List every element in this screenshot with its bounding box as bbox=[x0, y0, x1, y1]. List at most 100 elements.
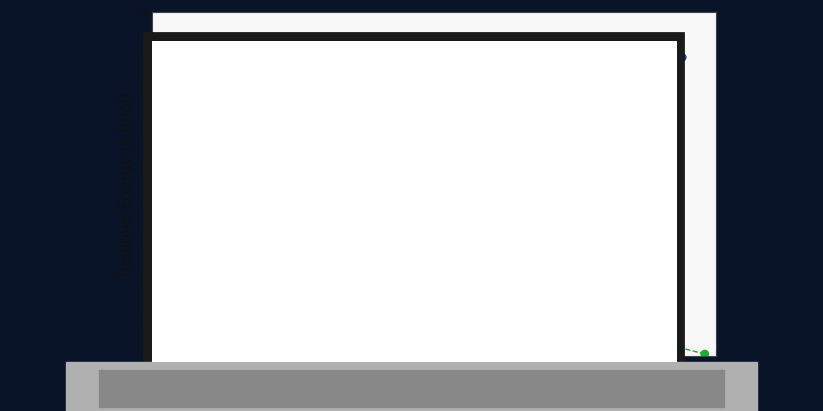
Point bbox=[616, 102, 629, 109]
Point bbox=[629, 96, 642, 103]
Point bbox=[595, 310, 608, 317]
Point bbox=[314, 274, 327, 281]
Point bbox=[432, 79, 445, 86]
Point bbox=[525, 306, 538, 313]
Point bbox=[611, 99, 625, 106]
Point bbox=[463, 70, 477, 76]
Point bbox=[312, 274, 325, 281]
Point bbox=[533, 77, 546, 83]
Point bbox=[518, 317, 531, 324]
Point bbox=[551, 307, 564, 314]
Point bbox=[411, 81, 424, 88]
Point bbox=[399, 84, 412, 91]
Point bbox=[263, 268, 277, 274]
Point bbox=[422, 79, 435, 85]
Point bbox=[600, 88, 613, 95]
Point bbox=[326, 275, 339, 281]
Point bbox=[467, 40, 481, 47]
Point bbox=[484, 62, 497, 68]
Point bbox=[451, 74, 464, 81]
Point bbox=[570, 303, 583, 310]
Point bbox=[231, 270, 244, 277]
Point bbox=[440, 73, 453, 79]
Point bbox=[404, 80, 417, 87]
Point bbox=[595, 314, 608, 321]
Point bbox=[536, 78, 549, 85]
Point bbox=[560, 317, 573, 324]
Point bbox=[454, 73, 467, 80]
Point bbox=[565, 310, 578, 317]
Point bbox=[472, 52, 486, 59]
Point bbox=[329, 277, 342, 284]
Point bbox=[279, 271, 292, 277]
Point bbox=[613, 107, 626, 113]
Point bbox=[284, 271, 297, 278]
Point bbox=[543, 310, 556, 317]
Point bbox=[493, 61, 506, 67]
Point bbox=[584, 96, 597, 102]
Point bbox=[452, 72, 465, 78]
Point bbox=[282, 275, 295, 281]
Point bbox=[277, 274, 291, 281]
Point bbox=[328, 267, 341, 274]
Point bbox=[570, 85, 583, 91]
Point bbox=[572, 303, 585, 309]
Point bbox=[358, 97, 371, 103]
Point bbox=[442, 69, 455, 76]
Point bbox=[358, 96, 371, 102]
Point bbox=[628, 99, 641, 105]
Point bbox=[347, 97, 360, 104]
Point bbox=[256, 274, 269, 280]
Point bbox=[467, 70, 480, 77]
Point bbox=[553, 73, 566, 79]
Point bbox=[430, 74, 444, 81]
Point bbox=[475, 67, 488, 74]
Point bbox=[590, 303, 603, 310]
Point bbox=[437, 75, 450, 81]
Point bbox=[311, 281, 324, 287]
Point bbox=[625, 104, 639, 111]
Bar bbox=[192, 279, 395, 290]
Point bbox=[698, 351, 711, 357]
Point bbox=[232, 268, 245, 274]
Point bbox=[521, 314, 534, 320]
Point bbox=[222, 278, 235, 284]
Point bbox=[305, 278, 318, 285]
Point bbox=[425, 81, 438, 87]
Point bbox=[571, 306, 584, 313]
Point bbox=[230, 270, 244, 277]
Point bbox=[330, 271, 343, 277]
Point bbox=[467, 68, 480, 74]
Point bbox=[243, 284, 256, 291]
Point bbox=[593, 94, 607, 101]
Point bbox=[601, 102, 614, 109]
Point bbox=[528, 303, 541, 310]
Point bbox=[230, 281, 244, 288]
Point bbox=[665, 109, 678, 115]
Point bbox=[253, 284, 266, 291]
Point bbox=[566, 307, 579, 313]
Point bbox=[374, 87, 387, 93]
Point bbox=[427, 77, 440, 84]
Point bbox=[546, 318, 559, 324]
Point bbox=[295, 268, 308, 275]
Point bbox=[236, 275, 249, 281]
Point bbox=[366, 94, 379, 100]
Point bbox=[562, 84, 575, 90]
Point bbox=[438, 76, 451, 82]
Point bbox=[472, 59, 485, 66]
Point bbox=[483, 59, 496, 66]
Point bbox=[546, 74, 560, 81]
Point bbox=[596, 314, 609, 320]
Point bbox=[422, 79, 435, 86]
Point bbox=[425, 79, 438, 85]
Point bbox=[568, 80, 581, 86]
Point bbox=[384, 92, 398, 99]
Point bbox=[492, 65, 505, 72]
Bar bbox=[479, 305, 637, 314]
Point bbox=[281, 282, 294, 288]
Point bbox=[471, 65, 484, 71]
Point bbox=[239, 267, 253, 274]
Point bbox=[463, 67, 477, 73]
Point bbox=[594, 317, 607, 324]
